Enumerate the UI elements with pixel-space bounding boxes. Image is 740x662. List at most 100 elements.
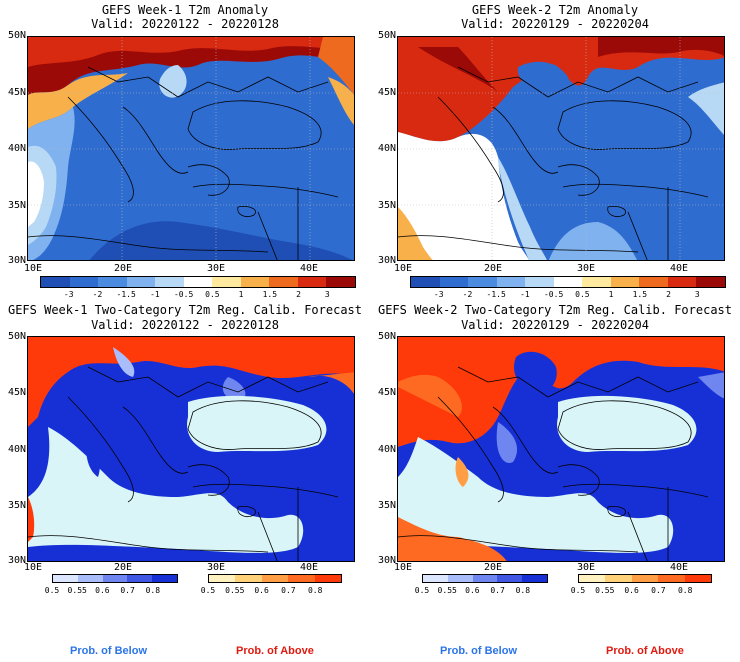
lat-label-35n: 35N (377, 200, 396, 211)
lat-label-45n: 45N (7, 87, 26, 98)
prob-below-swatch-3 (127, 575, 153, 582)
prob-above-label-4: 0.8 (307, 586, 323, 595)
lon-label-20e: 20E (114, 263, 133, 274)
anomaly-swatch-2 (98, 277, 127, 287)
prob-below-label-4: 0.8 (145, 586, 161, 595)
prob-above-labels: 0.5 0.55 0.6 0.7 0.8 (201, 586, 342, 597)
anomaly-swatch-5 (553, 277, 583, 287)
anomaly-label-6: 1 (238, 290, 244, 299)
prob-above-colorbar (208, 574, 342, 583)
anomaly-swatch-1 (69, 277, 99, 287)
anomaly-swatch-3 (126, 277, 156, 287)
prob-below-swatch-1 (77, 575, 103, 582)
anomaly-label-2: -1.5 (116, 290, 136, 299)
lon-label-40e: 40E (670, 562, 689, 573)
prob-below-swatch-4 (152, 575, 177, 582)
lon-label-30e: 30E (207, 263, 226, 274)
lat-label-50n: 50N (7, 30, 26, 41)
panel-title: GEFS Week-1 Two-Category T2m Reg. Calib.… (7, 303, 362, 317)
anomaly-colorbar-labels: -3 -2 -1.5 -1 -0.5 0.5 1 1.5 2 3 (410, 291, 726, 301)
lat-label-30n: 30N (377, 555, 396, 566)
prob-above-label-4: 0.8 (677, 586, 693, 595)
prob-below-label-2: 0.6 (95, 586, 110, 595)
prob-above-swatch-3 (658, 575, 685, 582)
lon-label-40e: 40E (300, 263, 319, 274)
lon-label-30e: 30E (577, 263, 596, 274)
lat-label-50n: 50N (7, 331, 26, 342)
lon-label-40e: 40E (670, 263, 689, 274)
anomaly-swatch-9 (297, 277, 327, 287)
lat-label-50n: 50N (377, 30, 396, 41)
anomaly-label-8: 2 (296, 290, 301, 299)
footer-prob-above-left: Prob. of Above (236, 645, 314, 657)
anomaly-swatch-9 (667, 277, 697, 287)
prob-above-label-2: 0.6 (254, 586, 269, 595)
anomaly-label-0: -3 (63, 290, 74, 299)
lat-label-30n: 30N (377, 255, 396, 266)
prob-below-colorbar (52, 574, 178, 583)
anomaly-swatch-4 (155, 277, 184, 287)
lat-label-30n: 30N (7, 555, 26, 566)
prob-above-label-2: 0.6 (624, 586, 639, 595)
prob-below-label-1: 0.55 (67, 586, 87, 595)
anomaly-label-9: 3 (694, 290, 700, 299)
prob-below-swatch-0 (423, 575, 448, 582)
prob-below-label-2: 0.6 (465, 586, 480, 595)
panel-week1-probability: GEFS Week-1 Two-Category T2m Reg. Calib.… (0, 300, 370, 620)
anomaly-swatch-8 (269, 277, 298, 287)
anomaly-swatch-8 (639, 277, 668, 287)
prob-above-label-3: 0.7 (651, 586, 666, 595)
lon-label-10e: 10E (394, 562, 413, 573)
anomaly-label-0: -3 (433, 290, 444, 299)
anomaly-label-7: 1.5 (262, 290, 278, 299)
panel-valid-dates: Valid: 20220129 - 20220204 (461, 318, 649, 332)
lon-label-20e: 20E (114, 562, 133, 573)
lat-label-50n: 50N (377, 331, 396, 342)
prob-above-swatch-0 (579, 575, 606, 582)
anomaly-swatch-7 (610, 277, 640, 287)
lat-label-45n: 45N (7, 387, 26, 398)
footer-prob-above-right: Prob. of Above (606, 645, 684, 657)
anomaly-label-1: -2 (92, 290, 103, 299)
anomaly-swatch-10 (696, 277, 726, 287)
footer-prob-below-right: Prob. of Below (440, 645, 517, 657)
lat-label-40n: 40N (377, 444, 396, 455)
anomaly-swatch-7 (240, 277, 270, 287)
prob-above-colorbar (578, 574, 712, 583)
lat-label-30n: 30N (7, 255, 26, 266)
lon-label-40e: 40E (300, 562, 319, 573)
anomaly-map-week1 (27, 36, 355, 261)
lon-label-20e: 20E (484, 562, 503, 573)
anomaly-swatch-3 (496, 277, 526, 287)
lon-label-10e: 10E (24, 562, 43, 573)
panel-valid-dates: Valid: 20220129 - 20220204 (461, 17, 649, 31)
lon-label-10e: 10E (394, 263, 413, 274)
prob-below-swatch-0 (53, 575, 78, 582)
anomaly-swatch-0 (41, 277, 70, 287)
anomaly-label-8: 2 (666, 290, 671, 299)
prob-below-swatch-1 (447, 575, 473, 582)
prob-below-labels: 0.5 0.55 0.6 0.7 0.8 (415, 586, 548, 597)
anomaly-swatch-0 (411, 277, 440, 287)
anomaly-swatch-5 (183, 277, 213, 287)
prob-above-swatch-2 (261, 575, 289, 582)
prob-below-label-1: 0.55 (437, 586, 457, 595)
panel-title: GEFS Week-1 T2m Anomaly (101, 3, 269, 17)
anomaly-map-week2 (397, 36, 725, 261)
prob-below-swatch-3 (497, 575, 523, 582)
anomaly-label-7: 1.5 (632, 290, 648, 299)
prob-above-swatch-2 (631, 575, 659, 582)
prob-above-label-0: 0.5 (570, 586, 586, 595)
lat-label-35n: 35N (377, 500, 396, 511)
lat-label-40n: 40N (377, 143, 396, 154)
lon-label-20e: 20E (484, 263, 503, 274)
anomaly-swatch-6 (582, 277, 611, 287)
anomaly-label-2: -1.5 (486, 290, 506, 299)
panel-week1-anomaly: GEFS Week-1 T2m Anomaly Valid: 20220122 … (0, 0, 370, 320)
panel-title: GEFS Week-2 T2m Anomaly (471, 3, 639, 17)
probability-map-week1 (27, 336, 355, 562)
panel-valid-dates: Valid: 20220122 - 20220128 (91, 318, 279, 332)
anomaly-label-5: 0.5 (205, 290, 220, 299)
prob-above-swatch-4 (684, 575, 712, 582)
lat-label-35n: 35N (7, 500, 26, 511)
